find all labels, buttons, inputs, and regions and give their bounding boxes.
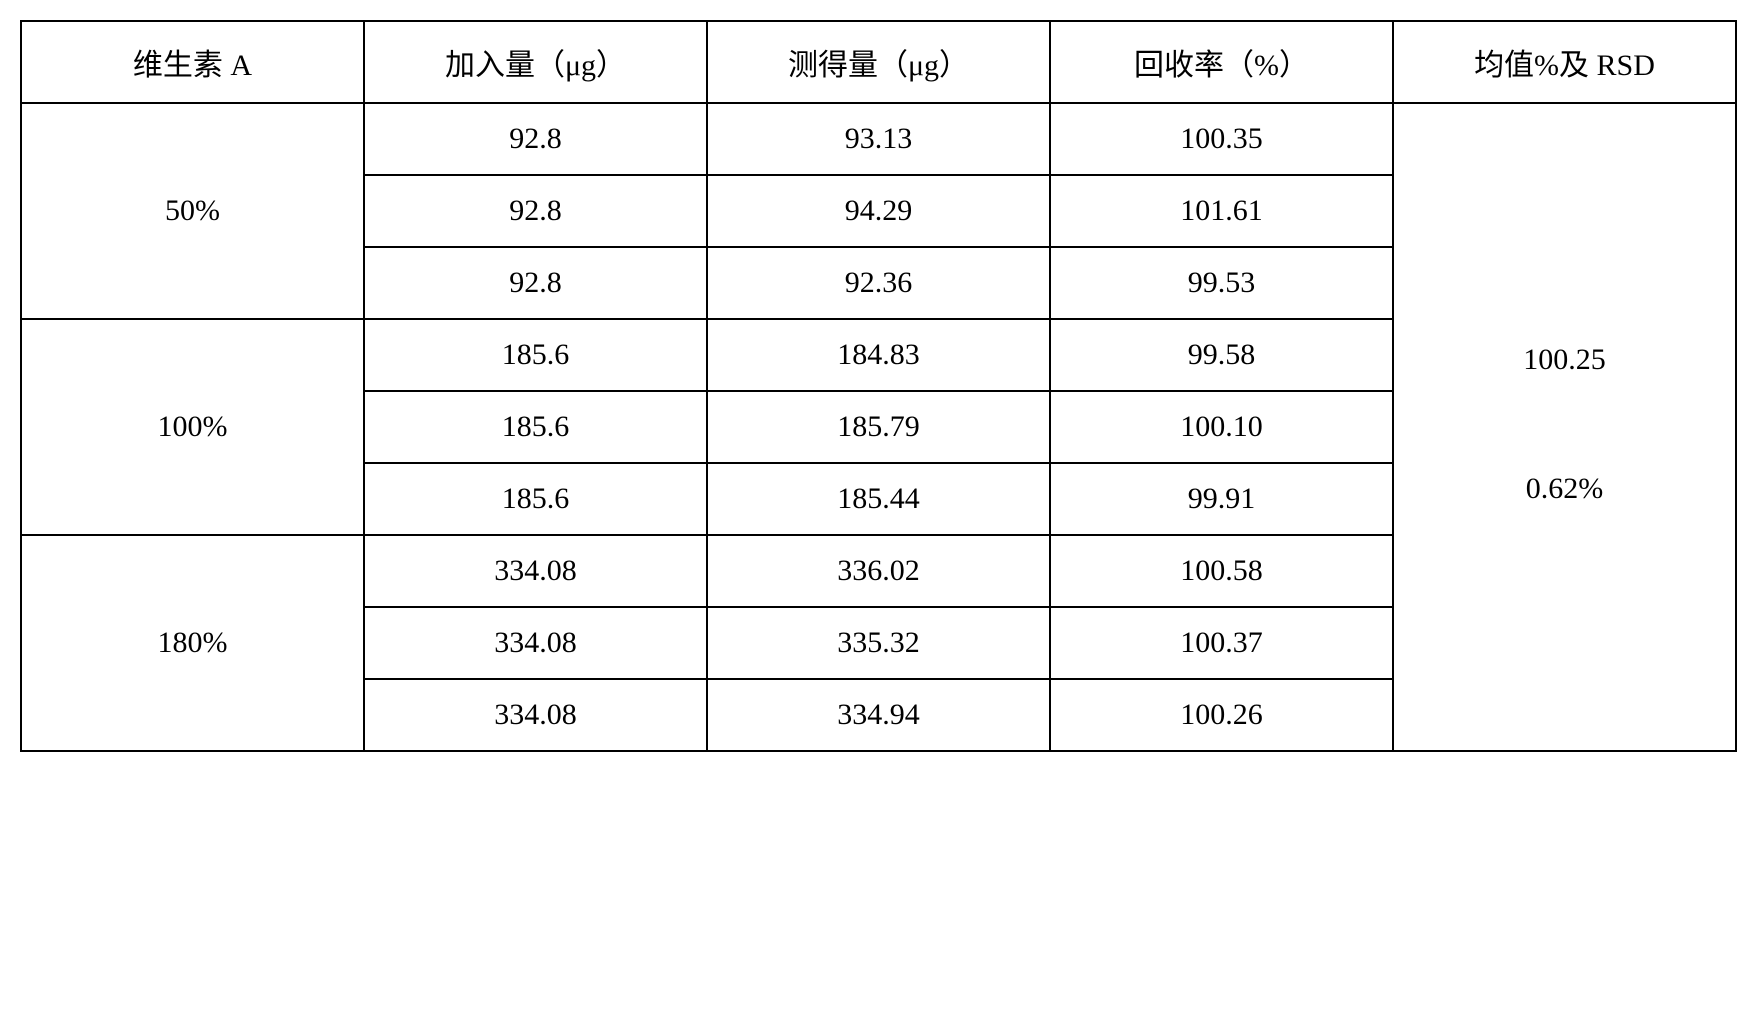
added-cell: 334.08	[364, 607, 707, 679]
recovery-cell: 99.58	[1050, 319, 1393, 391]
measured-cell: 334.94	[707, 679, 1050, 751]
added-cell: 92.8	[364, 247, 707, 319]
added-cell: 334.08	[364, 679, 707, 751]
added-cell: 334.08	[364, 535, 707, 607]
recovery-cell: 100.35	[1050, 103, 1393, 175]
vitamin-a-recovery-table: 维生素 A 加入量（μg） 测得量（μg） 回收率（%） 均值%及 RSD 50…	[20, 20, 1737, 752]
level-cell: 100%	[21, 319, 364, 535]
rsd-value: 0.62%	[1394, 472, 1735, 506]
measured-cell: 336.02	[707, 535, 1050, 607]
recovery-cell: 100.26	[1050, 679, 1393, 751]
mean-value: 100.25	[1394, 343, 1735, 377]
level-cell: 50%	[21, 103, 364, 319]
recovery-cell: 99.53	[1050, 247, 1393, 319]
recovery-cell: 100.37	[1050, 607, 1393, 679]
added-cell: 185.6	[364, 463, 707, 535]
measured-cell: 93.13	[707, 103, 1050, 175]
measured-cell: 335.32	[707, 607, 1050, 679]
col-header-recovery: 回收率（%）	[1050, 21, 1393, 103]
recovery-cell: 100.10	[1050, 391, 1393, 463]
added-cell: 92.8	[364, 175, 707, 247]
added-cell: 185.6	[364, 391, 707, 463]
added-cell: 185.6	[364, 319, 707, 391]
mean-rsd-cell: 100.25 0.62%	[1393, 103, 1736, 751]
measured-cell: 185.44	[707, 463, 1050, 535]
table-row: 50% 92.8 93.13 100.35 100.25 0.62%	[21, 103, 1736, 175]
recovery-cell: 100.58	[1050, 535, 1393, 607]
level-cell: 180%	[21, 535, 364, 751]
col-header-vitamin: 维生素 A	[21, 21, 364, 103]
measured-cell: 185.79	[707, 391, 1050, 463]
measured-cell: 92.36	[707, 247, 1050, 319]
measured-cell: 184.83	[707, 319, 1050, 391]
recovery-cell: 101.61	[1050, 175, 1393, 247]
col-header-added: 加入量（μg）	[364, 21, 707, 103]
recovery-cell: 99.91	[1050, 463, 1393, 535]
added-cell: 92.8	[364, 103, 707, 175]
header-row: 维生素 A 加入量（μg） 测得量（μg） 回收率（%） 均值%及 RSD	[21, 21, 1736, 103]
col-header-mean-rsd: 均值%及 RSD	[1393, 21, 1736, 103]
col-header-measured: 测得量（μg）	[707, 21, 1050, 103]
measured-cell: 94.29	[707, 175, 1050, 247]
